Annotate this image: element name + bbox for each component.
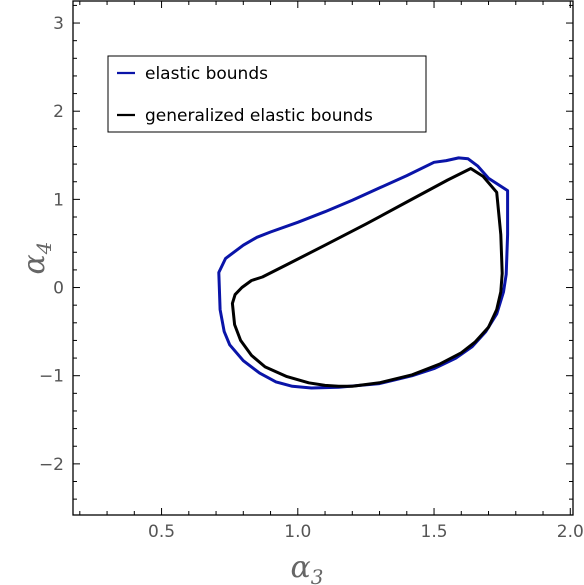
x-tick-label: 1.0 <box>284 522 311 542</box>
legend-box <box>107 55 427 133</box>
axis-ticks <box>73 1 573 515</box>
x-tick-label: 2.0 <box>557 522 584 542</box>
y-axis-title-base: α <box>17 254 52 274</box>
y-axis-title: α4 <box>17 242 56 275</box>
legend: elastic bounds generalized elastic bound… <box>107 55 427 133</box>
legend-label-elastic-bounds: elastic bounds <box>145 64 268 84</box>
axis-tick-labels: 0.5 1.0 1.5 2.0 −2 −1 0 1 2 3 <box>39 14 584 542</box>
series-elastic-bounds <box>217 156 510 390</box>
y-tick-label: −2 <box>39 455 64 475</box>
y-tick-label: −1 <box>39 367 64 387</box>
y-tick-label: 3 <box>53 14 64 34</box>
y-tick-label: 1 <box>53 190 64 210</box>
legend-label-generalized-elastic-bounds: generalized elastic bounds <box>145 106 373 126</box>
x-tick-label: 0.5 <box>148 522 175 542</box>
x-axis-title-base: α <box>291 550 311 585</box>
x-axis-title: α3 <box>291 550 324 585</box>
x-tick-label: 1.5 <box>421 522 448 542</box>
series-layer <box>217 156 510 390</box>
y-tick-label: 0 <box>53 279 64 299</box>
y-tick-label: 2 <box>53 102 64 122</box>
x-axis-title-subscript: 3 <box>311 565 324 585</box>
y-axis-title-subscript: 4 <box>32 242 56 256</box>
series-generalized-elastic-bounds <box>230 167 504 388</box>
